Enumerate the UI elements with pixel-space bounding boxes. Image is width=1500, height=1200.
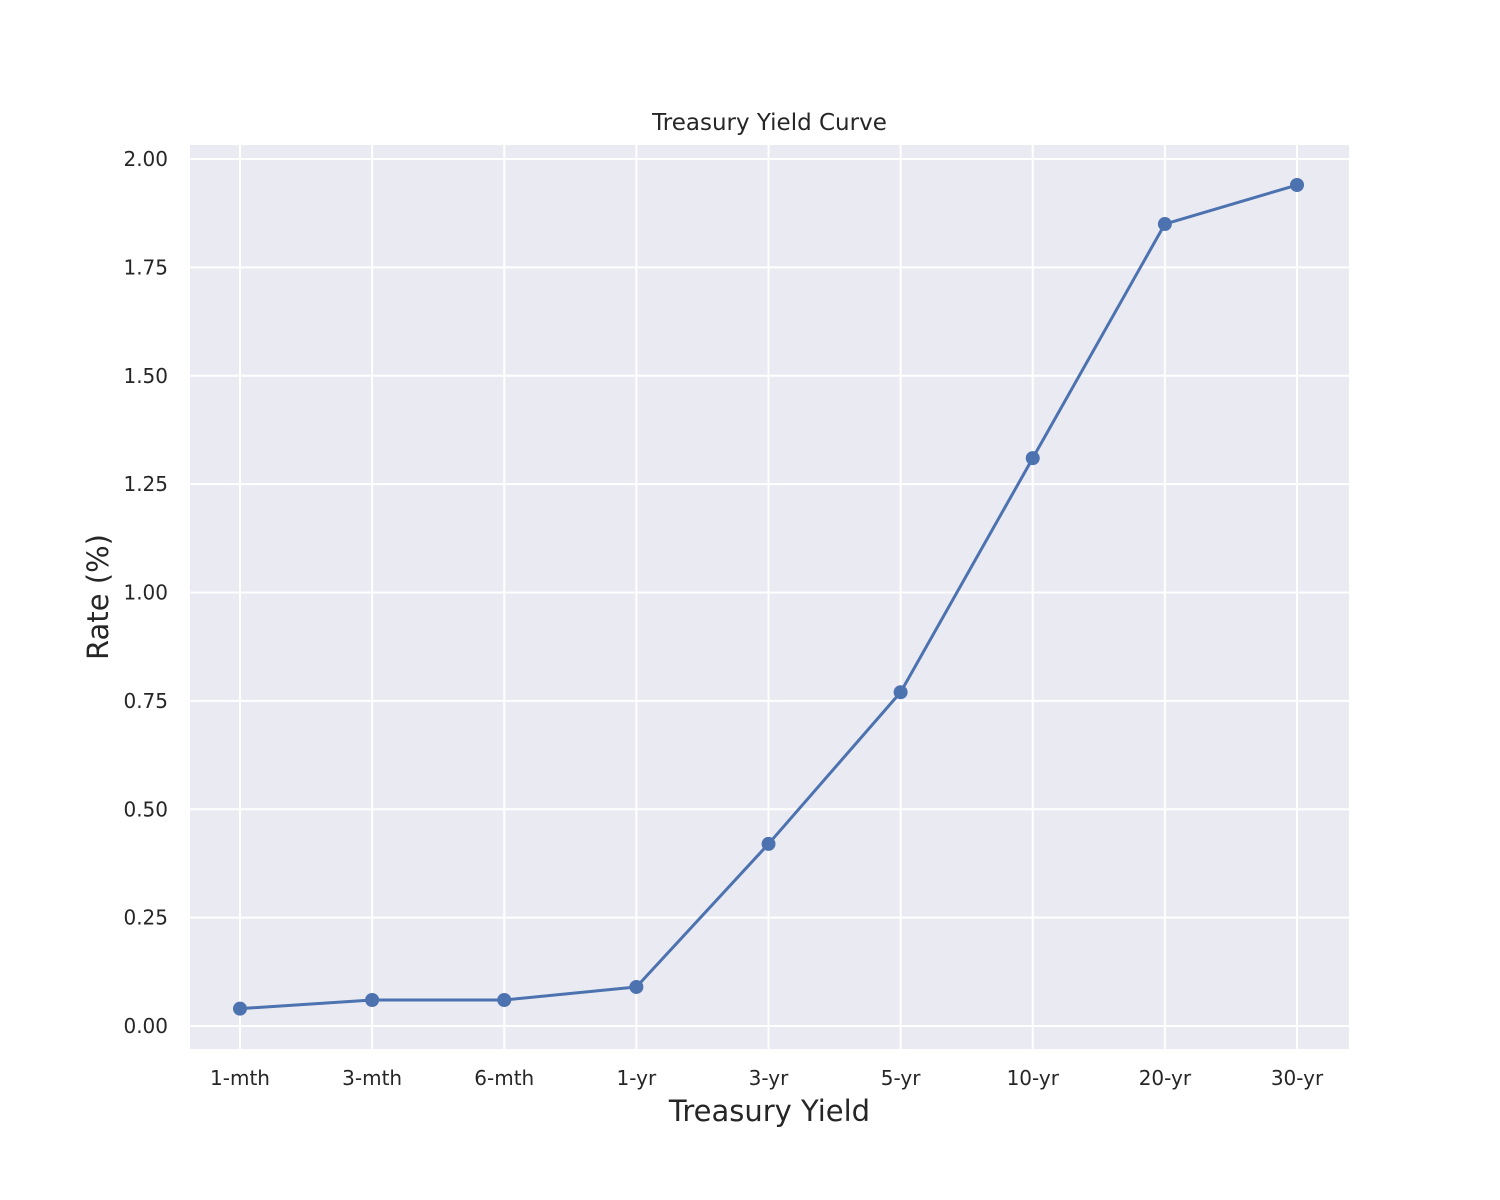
data-point [365, 992, 380, 1007]
chart-title: Treasury Yield Curve [651, 110, 887, 136]
data-point [1157, 217, 1172, 232]
y-tick-label: 0.00 [123, 1014, 168, 1038]
y-axis-title: Rate (%) [81, 534, 115, 660]
x-tick-label: 10-yr [1007, 1066, 1060, 1090]
x-tick-label: 20-yr [1139, 1066, 1192, 1090]
x-tick-label: 3-yr [749, 1066, 789, 1090]
x-tick-label: 1-mth [210, 1066, 270, 1090]
x-tick-label: 5-yr [881, 1066, 921, 1090]
y-tick-label: 0.25 [123, 906, 168, 930]
y-tick-label: 1.25 [123, 472, 168, 496]
y-tick-label: 0.50 [123, 797, 168, 821]
data-point [497, 992, 512, 1007]
y-tick-label: 2.00 [123, 147, 168, 171]
x-tick-label: 30-yr [1271, 1066, 1324, 1090]
data-point [893, 685, 908, 700]
data-point [1290, 178, 1304, 193]
y-tick-label: 1.75 [123, 255, 168, 279]
data-point [629, 979, 644, 994]
data-point [761, 836, 776, 851]
y-tick-label: 0.75 [123, 689, 168, 713]
data-point [233, 1001, 247, 1016]
x-axis-ticks: 1-mth 3-mth 6-mth 1-yr 3-yr 5-yr 10-yr 20-yr 30-… [210, 1066, 1324, 1090]
y-tick-label: 1.50 [123, 364, 168, 388]
x-tick-label: 6-mth [474, 1066, 534, 1090]
data-point [1025, 451, 1040, 466]
grid-lines [190, 145, 1349, 1049]
x-tick-label: 3-mth [342, 1066, 402, 1090]
y-tick-label: 1.00 [123, 581, 168, 605]
series-layer [233, 178, 1304, 1016]
x-tick-label: 1-yr [617, 1066, 657, 1090]
y-axis-ticks: 0.00 0.25 0.50 0.75 1.00 1.25 1.50 1.75 2.00 [123, 147, 168, 1038]
x-axis-title: Treasury Yield [668, 1094, 870, 1128]
